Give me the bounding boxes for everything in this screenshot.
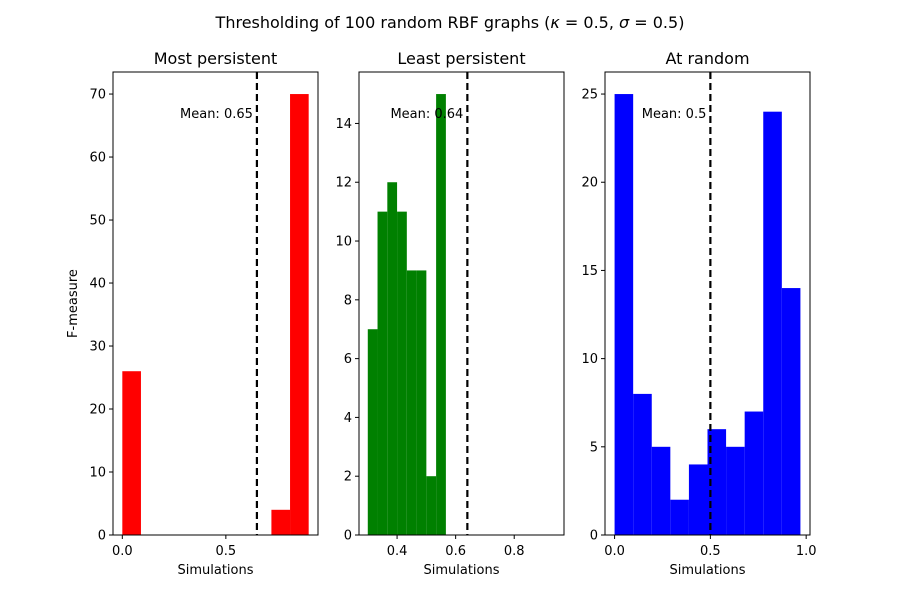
chart3-panel: Mean: 0.5 0.0 0.5 1.0 0 5 10 15 20 25 At random Sim… xyxy=(581,49,816,578)
chart2-ytick-label-8: 14 xyxy=(335,117,352,132)
chart3-xtick-label-3: 1.0 xyxy=(796,544,817,559)
chart3-xtick-label-1: 0.0 xyxy=(604,544,625,559)
chart2-bar-7 xyxy=(426,476,437,535)
chart2-ytick-label-1: 0 xyxy=(344,529,352,544)
chart2-ytick-label-5: 8 xyxy=(344,293,352,308)
chart1-bar-1 xyxy=(122,371,141,535)
chart3-bar-7 xyxy=(726,446,745,535)
chart3-bar-10 xyxy=(781,288,801,535)
chart1-ytick-label-2: 10 xyxy=(89,466,106,481)
chart1-ytick-label-1: 0 xyxy=(98,529,106,544)
chart3-ytick-label-1: 0 xyxy=(590,529,598,544)
chart1-bar-10 xyxy=(290,94,309,536)
chart2-xtick-label-2: 0.6 xyxy=(445,544,466,559)
chart2-bar-3 xyxy=(387,182,398,535)
chart1-xtick-label-1: 0.0 xyxy=(112,544,133,559)
chart2-ytick-label-3: 4 xyxy=(344,411,352,426)
figure-title: Thresholding of 100 random RBF graphs (κ… xyxy=(215,13,685,32)
chart2-xtick-label-3: 0.8 xyxy=(504,544,525,559)
chart3-xlabel: Simulations xyxy=(669,563,745,578)
chart2-bar-6 xyxy=(416,270,427,535)
chart2-ytick-label-6: 10 xyxy=(335,235,352,250)
chart3-mean-annotation: Mean: 0.5 xyxy=(642,107,707,122)
chart1-axes-frame xyxy=(112,71,319,536)
chart3-bar-9 xyxy=(763,111,782,535)
chart3-axes-frame xyxy=(604,71,811,536)
chart3-bar-3 xyxy=(651,446,671,535)
chart1-ytick-label-8: 70 xyxy=(89,88,106,103)
chart3-bar-5 xyxy=(688,464,708,535)
chart2-ytick-label-7: 12 xyxy=(335,176,352,191)
chart2-bar-2 xyxy=(377,211,388,535)
chart1-ytick-label-7: 60 xyxy=(89,151,106,166)
chart2-bar-4 xyxy=(397,211,407,535)
chart2-axes-frame xyxy=(358,71,565,536)
chart1-ylabel: F-measure xyxy=(66,269,81,338)
chart1-ytick-label-3: 20 xyxy=(89,403,106,418)
chart2-xlabel: Simulations xyxy=(423,563,499,578)
chart1-ytick-label-6: 50 xyxy=(89,214,106,229)
chart3-ytick-label-3: 10 xyxy=(581,352,598,367)
chart1-ytick-label-5: 40 xyxy=(89,277,106,292)
chart1-mean-annotation: Mean: 0.65 xyxy=(180,107,253,122)
chart3-bar-1 xyxy=(614,94,634,536)
chart2-bar-1 xyxy=(367,329,378,535)
chart3-title: At random xyxy=(665,49,749,68)
chart3-ytick-label-4: 15 xyxy=(581,264,598,279)
chart3-ytick-label-5: 20 xyxy=(581,176,598,191)
chart1-xtick-label-2: 0.5 xyxy=(216,544,237,559)
chart2-ytick-label-2: 2 xyxy=(344,470,352,485)
chart2-xtick-label-1: 0.4 xyxy=(387,544,408,559)
chart3-bar-8 xyxy=(744,411,764,535)
chart1-panel: Mean: 0.65 0.0 0.5 0 10 20 30 40 50 60 70 Most pers… xyxy=(66,49,319,578)
chart2-bar-5 xyxy=(406,270,417,535)
chart3-bar-4 xyxy=(670,499,689,535)
chart3-ytick-label-6: 25 xyxy=(581,88,598,103)
chart3-bar-2 xyxy=(633,393,652,535)
chart1-ytick-label-4: 30 xyxy=(89,340,106,355)
chart2-panel: Mean: 0.64 0.4 0.6 0.8 0 2 4 6 8 10 12 14 Least pers… xyxy=(335,49,565,578)
chart2-mean-annotation: Mean: 0.64 xyxy=(390,107,463,122)
chart1-xlabel: Simulations xyxy=(177,563,253,578)
chart1-bar-9 xyxy=(271,509,291,535)
chart1-title: Most persistent xyxy=(154,49,278,68)
chart2-bar-8 xyxy=(436,94,446,536)
chart3-ytick-label-2: 5 xyxy=(590,440,598,455)
chart3-xtick-label-2: 0.5 xyxy=(700,544,721,559)
chart2-ytick-label-4: 6 xyxy=(344,352,352,367)
chart3-bar-6 xyxy=(707,429,727,535)
chart2-title: Least persistent xyxy=(397,49,525,68)
